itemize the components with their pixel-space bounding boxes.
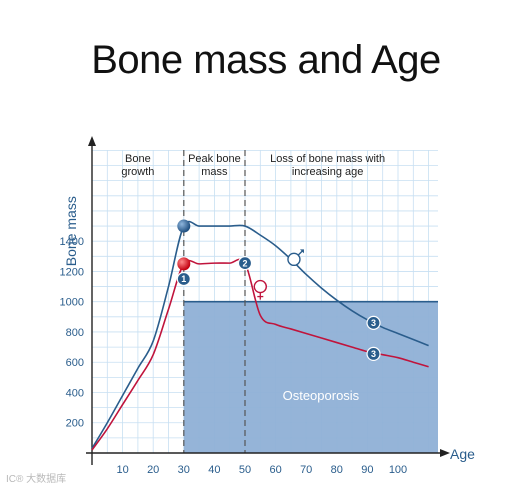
peak-point [177,257,191,271]
phase-label: mass [201,166,228,178]
x-tick-label: 10 [116,464,128,476]
x-tick-label: 40 [208,464,220,476]
y-tick-label: 1400 [60,236,84,248]
x-tick-label: 80 [331,464,343,476]
watermark-text: IC® 大数据库 [6,474,67,485]
axes: 10 20 30 40 50 60 70 80 90 100 200 400 600 800 1000 120… [60,136,475,476]
x-tick-label: 20 [147,464,159,476]
numbered-marker-label: 3 [371,318,376,328]
x-axis-label: Age [450,446,475,462]
x-tick-label: 50 [239,464,251,476]
y-axis-arrow-icon [88,136,96,146]
male-symbol-icon [287,252,301,267]
phase-label: growth [121,166,154,178]
numbered-marker [366,315,381,330]
x-tick-label: 100 [389,464,407,476]
male-symbol-arrowhead-icon [299,249,304,254]
peak-point [177,219,191,233]
y-axis-label: Bone mass [63,196,79,266]
phase-label: Peak bone [188,153,241,165]
osteoporosis-zone: Osteoporosis [183,300,438,453]
numbered-marker [366,346,381,361]
phase-label: Loss of bone mass with [270,153,385,165]
numbered-marker-label: 2 [242,258,247,268]
x-tick-label: 90 [361,464,373,476]
x-tick-label: 30 [178,464,190,476]
y-tick-label: 600 [66,357,84,369]
chart-title: Bone mass and Age [91,38,441,82]
numbered-marker [237,256,253,271]
osteoporosis-label: Osteoporosis [283,388,360,403]
numbered-marker-label: 3 [371,349,376,359]
y-tick-label: 1200 [60,266,84,278]
y-tick-label: 800 [66,327,84,339]
numbered-marker-label: 1 [181,274,186,284]
phase-dividers [183,150,246,453]
phase-label: Bone [125,153,151,165]
osteoporosis-area [183,301,438,453]
numbered-marker [176,271,191,287]
x-tick-label: 60 [269,464,281,476]
y-tick-label: 400 [66,387,84,399]
x-tick-label: 70 [300,464,312,476]
y-tick-label: 200 [66,418,84,430]
x-axis-arrow-icon [440,449,450,457]
phase-label: increasing age [292,166,364,178]
y-tick-label: 1000 [60,297,84,309]
female-symbol-icon [253,279,267,294]
markers: 1 2 3 3 [176,219,381,361]
